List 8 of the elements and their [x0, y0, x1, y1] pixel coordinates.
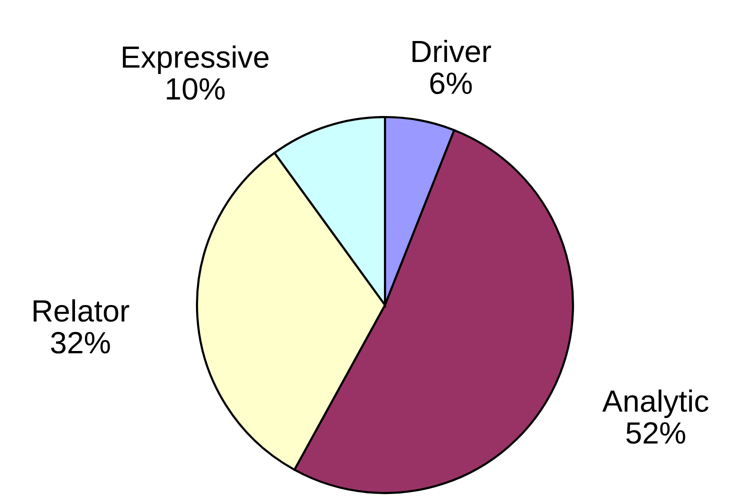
slice-label: Driver [412, 40, 492, 62]
data-label: 6% [430, 72, 472, 94]
data-label: 10% [166, 78, 225, 100]
data-label: 52% [626, 422, 686, 444]
data-label: 32% [51, 332, 110, 354]
slice-label: Analytic [602, 390, 708, 418]
slice-label: Relator [34, 299, 130, 322]
slice-label: Expressive [122, 45, 268, 74]
